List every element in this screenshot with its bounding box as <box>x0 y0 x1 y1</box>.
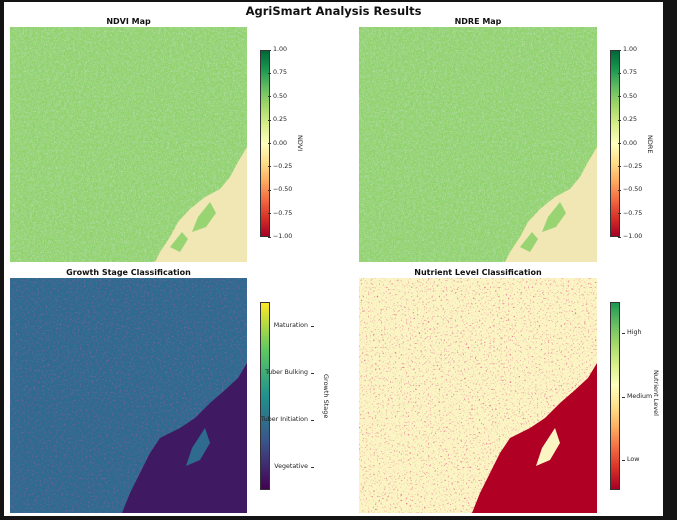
nutrient-colorbar <box>610 302 620 490</box>
ndvi-colorbar-tick: 0.25 <box>267 116 288 124</box>
nutrient-low-area <box>472 363 597 513</box>
figure: AgriSmart Analysis Results NDVI Map NDVI <box>4 2 663 516</box>
ndre-map <box>359 27 597 262</box>
ndvi-colorbar-tick: −0.75 <box>267 209 293 217</box>
ndre-colorbar-tick: −0.50 <box>617 186 643 194</box>
growth-colorbar-label: Growth Stage <box>322 374 330 419</box>
growth-map <box>10 278 247 513</box>
ndre-bare-land <box>505 147 597 262</box>
ndvi-colorbar-tick: −0.25 <box>267 162 293 170</box>
ndre-colorbar-tick: −1.00 <box>617 233 643 240</box>
nutrient-colorbar-label: Nutrient Level <box>652 370 660 416</box>
growth-tick-vegetative: Vegetative <box>274 463 314 470</box>
ndre-colorbar-tick: 0.25 <box>617 116 638 124</box>
growth-colorbar <box>260 302 270 490</box>
ndvi-map <box>10 27 247 262</box>
growth-vegetative-area <box>122 363 247 513</box>
ndre-colorbar-tick: −0.25 <box>617 162 643 170</box>
ndvi-colorbar-tick: 1.00 <box>267 46 288 53</box>
nutrient-tick-low: Low <box>621 456 640 463</box>
ndre-colorbar-tick: 1.00 <box>617 46 638 53</box>
growth-tick-tuber-initiation: Tuber Initiation <box>260 416 315 423</box>
nutrient-title: Nutrient Level Classification <box>414 268 542 277</box>
ndvi-colorbar-tick: −1.00 <box>267 233 293 240</box>
ndre-colorbar-tick: 0.00 <box>617 139 638 147</box>
ndvi-colorbar-tick: 0.50 <box>267 92 288 100</box>
ndvi-colorbar-tick: 0.00 <box>267 139 288 147</box>
ndre-title: NDRE Map <box>454 17 502 26</box>
ndvi-colorbar-tick: 0.75 <box>267 69 288 77</box>
nutrient-tick-medium: Medium <box>621 393 653 400</box>
nutrient-tick-high: High <box>621 329 642 336</box>
ndre-colorbar-tick: 0.75 <box>617 69 638 77</box>
ndvi-colorbar-label: NDVI <box>296 135 304 152</box>
ndre-colorbar-tick: 0.50 <box>617 92 638 100</box>
growth-tick-maturation: Maturation <box>273 322 315 329</box>
figure-title: AgriSmart Analysis Results <box>245 4 422 18</box>
ndre-colorbar-label: NDRE <box>646 135 654 154</box>
ndvi-title: NDVI Map <box>106 17 151 26</box>
ndvi-colorbar-tick: −0.50 <box>267 186 293 194</box>
ndre-colorbar-tick: −0.75 <box>617 209 643 217</box>
ndvi-bare-land <box>155 147 247 262</box>
growth-tick-tuber-bulking: Tuber Bulking <box>265 369 314 376</box>
growth-title: Growth Stage Classification <box>66 268 191 277</box>
nutrient-map <box>359 278 597 513</box>
